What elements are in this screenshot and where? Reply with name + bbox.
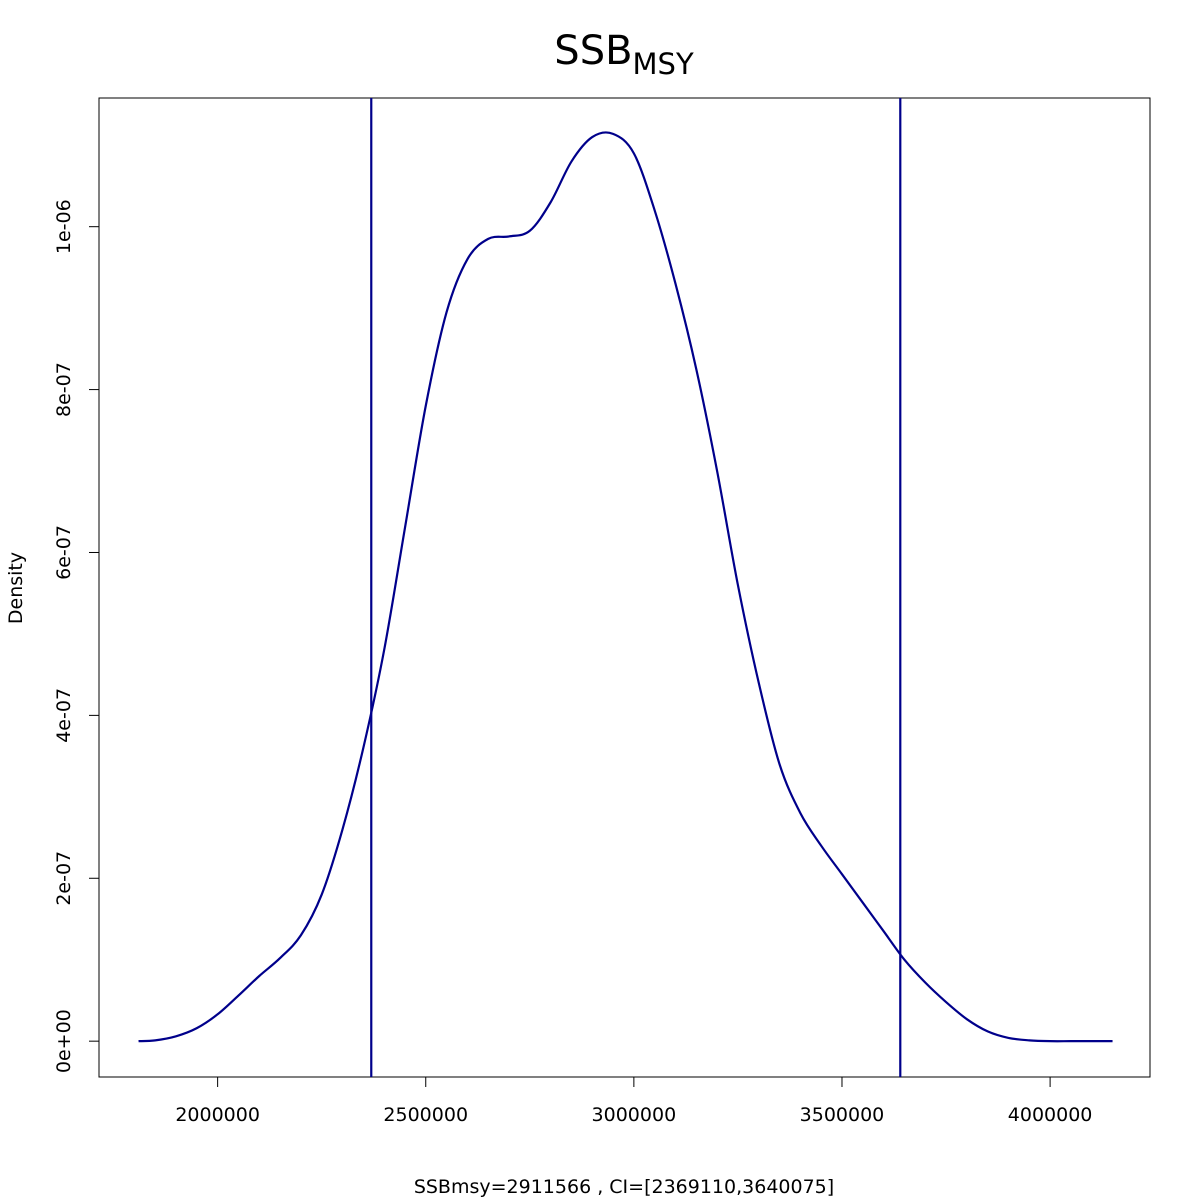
y-axis: 0e+00 2e-07 4e-07 6e-07 8e-07 1e-06	[53, 199, 99, 1073]
density-curve	[138, 131, 1113, 1043]
x-tick-label: 3000000	[592, 1104, 677, 1126]
y-axis-label: Density	[5, 552, 27, 624]
chart-title-subscript: MSY	[633, 47, 694, 81]
chart-title: SSBMSY	[554, 28, 694, 81]
chart-title-main: SSB	[554, 28, 632, 74]
x-axis: 2000000 2500000 3000000 3500000 4000000	[175, 1077, 1092, 1126]
x-tick-label: 2000000	[175, 1104, 260, 1126]
x-tick-label: 3500000	[800, 1104, 885, 1126]
x-axis-label: SSBmsy=2911566 , CI=[2369110,3640075]	[414, 1176, 834, 1198]
plot-content	[138, 98, 1113, 1077]
y-tick-label: 2e-07	[53, 851, 75, 906]
x-tick-label: 2500000	[383, 1104, 468, 1126]
y-tick-label: 4e-07	[53, 688, 75, 743]
y-tick-label: 8e-07	[53, 362, 75, 417]
plot-frame	[98, 97, 1151, 1078]
y-tick-label: 0e+00	[53, 1009, 75, 1073]
x-tick-label: 4000000	[1008, 1104, 1093, 1126]
y-tick-label: 1e-06	[53, 199, 75, 254]
y-tick-label: 6e-07	[53, 525, 75, 580]
